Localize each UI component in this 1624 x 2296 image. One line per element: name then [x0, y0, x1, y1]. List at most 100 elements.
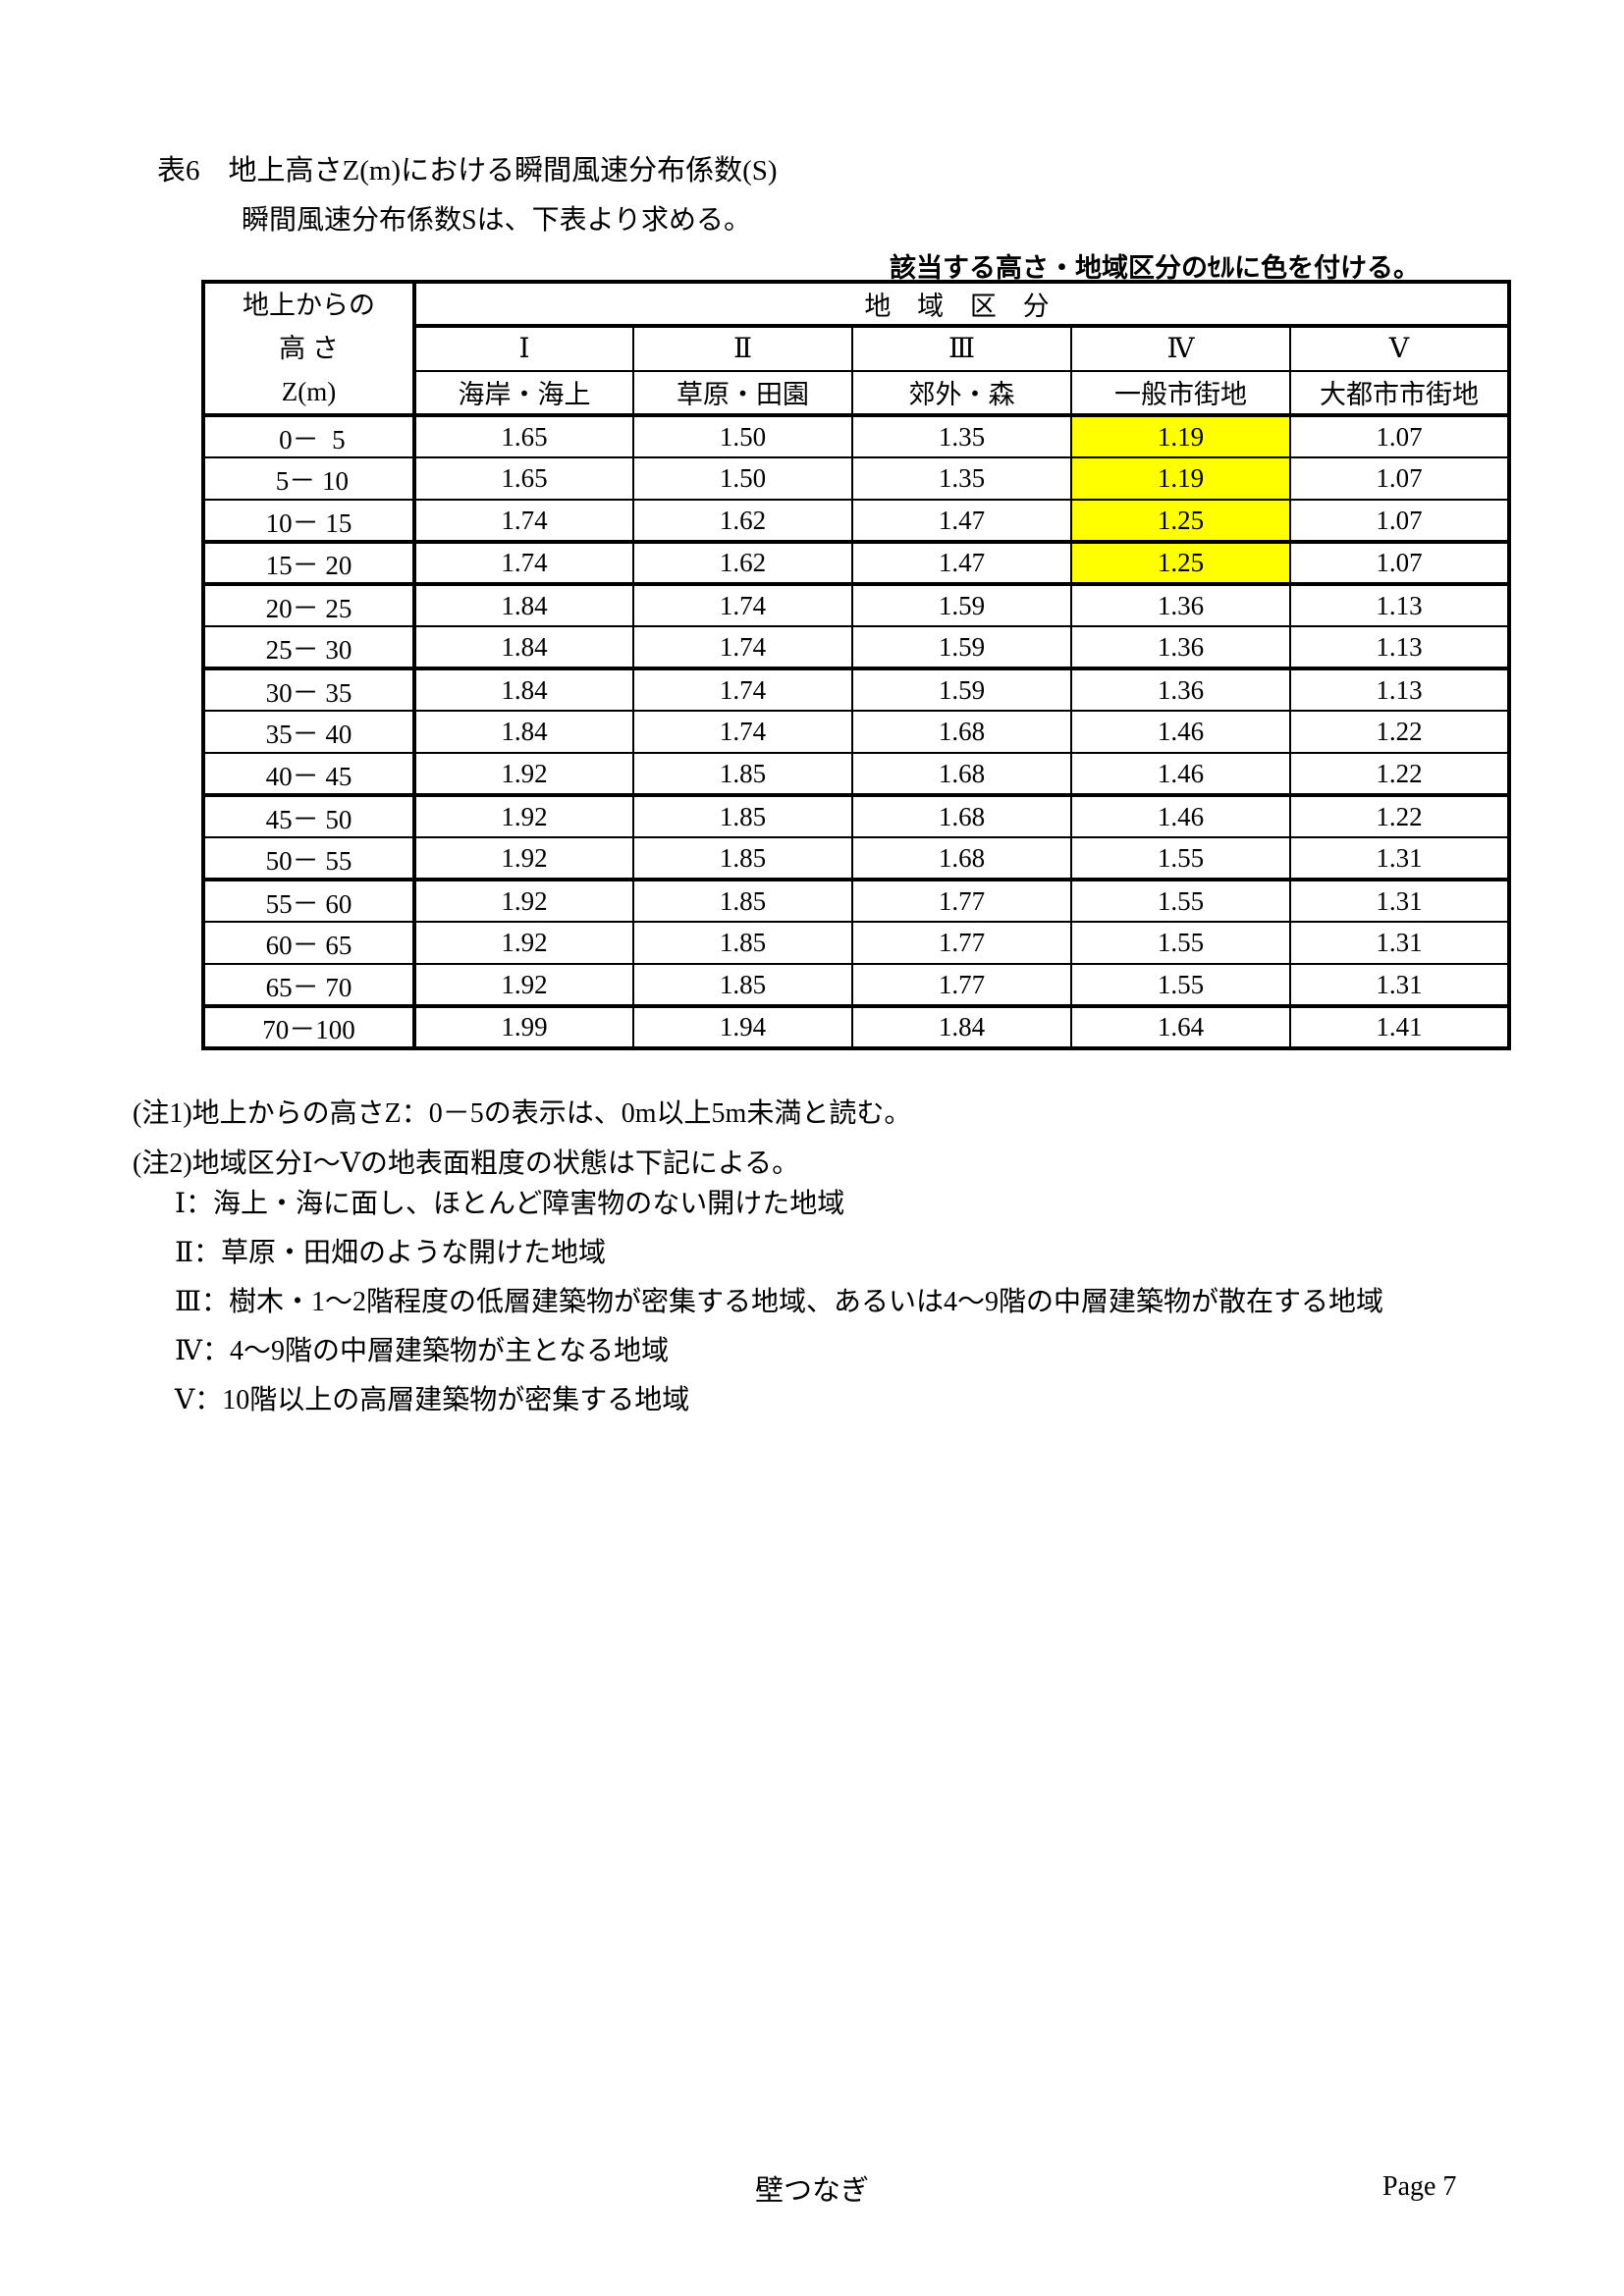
footer-doc-title: 壁つなぎ — [754, 2175, 869, 2207]
value-cell: 1.31 — [1288, 963, 1511, 1008]
region-definition-item: Ⅲ：樹木・1～2階程度の低層建築物が密集する地域、あるいは4～9階の中層建築物が… — [175, 1287, 1384, 1317]
value-cell: 1.59 — [851, 667, 1072, 712]
row-height-cell: 20－ 25 — [202, 583, 416, 627]
table-header: 地上からの高 さ Z(m) 地 域 区 分 Ⅰ Ⅱ Ⅲ Ⅳ Ⅴ 海岸・海上 草原・田園 郊外・森 一般… — [202, 280, 1511, 418]
column-name: 一般市街地 — [1070, 369, 1291, 418]
row-height-cell: 40－ 45 — [202, 752, 416, 797]
table-row: 60－ 65 1.92 1.85 1.77 1.55 1.31 — [202, 921, 1511, 965]
table-row: 15－ 20 1.74 1.62 1.47 1.25 1.07 — [202, 541, 1511, 586]
column-numeral: Ⅴ — [1288, 325, 1511, 372]
value-cell: 1.77 — [851, 963, 1072, 1008]
highlighted-value-cell: 1.25 — [1070, 499, 1291, 544]
wind-speed-coefficient-table: 地上からの高 さ Z(m) 地 域 区 分 Ⅰ Ⅱ Ⅲ Ⅳ Ⅴ 海岸・海上 草原・田園 郊外・森 一般… — [201, 280, 1512, 1050]
subtitle: 瞬間風速分布係数Sは、下表より求める。 — [242, 205, 752, 236]
table-body: 0－ 5 1.65 1.50 1.35 1.19 1.07 5－ 10 1.65 1.50 1.… — [202, 414, 1511, 1049]
value-cell: 1.35 — [851, 456, 1072, 501]
value-cell: 1.68 — [851, 752, 1072, 797]
column-numeral: Ⅲ — [851, 325, 1072, 372]
region-definition-item: Ⅱ：草原・田畑のような開けた地域 — [175, 1238, 607, 1268]
value-cell: 1.50 — [632, 414, 853, 458]
value-cell: 1.07 — [1288, 541, 1511, 586]
row-height-cell: 30－ 35 — [202, 667, 416, 712]
value-cell: 1.35 — [851, 414, 1072, 458]
value-cell: 1.74 — [632, 667, 853, 712]
value-cell: 1.92 — [413, 879, 634, 923]
value-cell: 1.31 — [1288, 921, 1511, 965]
row-height-cell: 35－ 40 — [202, 710, 416, 754]
value-cell: 1.84 — [413, 667, 634, 712]
value-cell: 1.74 — [632, 710, 853, 754]
value-cell: 1.22 — [1288, 710, 1511, 754]
value-cell: 1.65 — [413, 414, 634, 458]
note-1: (注1)地上からの高さZ：0－5の表示は、0m以上5m未満と読む。 — [133, 1098, 912, 1129]
corner-header-line: 地上からの — [243, 291, 375, 320]
table-row: 40－ 45 1.92 1.85 1.68 1.46 1.22 — [202, 752, 1511, 797]
header-row-group: 地上からの高 さ Z(m) 地 域 区 分 — [202, 280, 1511, 417]
row-height-cell: 0－ 5 — [202, 414, 416, 458]
row-height-cell: 70－100 — [202, 1005, 416, 1049]
region-definition-item: Ⅳ：4～9階の中層建築物が主となる地域 — [175, 1336, 670, 1366]
table-row: 45－ 50 1.92 1.85 1.68 1.46 1.22 — [202, 794, 1511, 838]
column-numeral: Ⅳ — [1070, 325, 1291, 372]
value-cell: 1.74 — [632, 583, 853, 627]
value-cell: 1.74 — [632, 625, 853, 670]
value-cell: 1.68 — [851, 710, 1072, 754]
value-cell: 1.84 — [851, 1005, 1072, 1049]
value-cell: 1.59 — [851, 625, 1072, 670]
row-height-cell: 65－ 70 — [202, 963, 416, 1008]
value-cell: 1.85 — [632, 963, 853, 1008]
note-2: (注2)地域区分Ⅰ～Ⅴの地表面粗度の状態は下記による。 — [133, 1148, 800, 1179]
value-cell: 1.36 — [1070, 667, 1291, 712]
value-cell: 1.68 — [851, 794, 1072, 838]
row-height-cell: 5－ 10 — [202, 456, 416, 501]
highlight-instruction: 該当する高さ・地域区分のｾﾙに色を付ける。 — [890, 253, 1420, 283]
value-cell: 1.84 — [413, 625, 634, 670]
highlighted-value-cell: 1.19 — [1070, 414, 1291, 458]
value-cell: 1.13 — [1288, 667, 1511, 712]
footer-page-number: Page 7 — [1382, 2171, 1457, 2202]
column-name: 草原・田園 — [632, 369, 853, 418]
highlighted-value-cell: 1.19 — [1070, 456, 1291, 501]
value-cell: 1.55 — [1070, 836, 1291, 881]
value-cell: 1.36 — [1070, 625, 1291, 670]
value-cell: 1.92 — [413, 752, 634, 797]
value-cell: 1.77 — [851, 921, 1072, 965]
value-cell: 1.85 — [632, 794, 853, 838]
region-definition-item: Ⅴ：10階以上の高層建築物が密集する地域 — [175, 1385, 690, 1415]
value-cell: 1.77 — [851, 879, 1072, 923]
value-cell: 1.07 — [1288, 456, 1511, 501]
value-cell: 1.36 — [1070, 583, 1291, 627]
value-cell: 1.84 — [413, 710, 634, 754]
value-cell: 1.59 — [851, 583, 1072, 627]
table-row: 5－ 10 1.65 1.50 1.35 1.19 1.07 — [202, 456, 1511, 501]
value-cell: 1.07 — [1288, 499, 1511, 544]
table-row: 25－ 30 1.84 1.74 1.59 1.36 1.13 — [202, 625, 1511, 670]
value-cell: 1.31 — [1288, 879, 1511, 923]
table-row: 55－ 60 1.92 1.85 1.77 1.55 1.31 — [202, 879, 1511, 923]
table-row: 30－ 35 1.84 1.74 1.59 1.36 1.13 — [202, 667, 1511, 712]
row-height-cell: 55－ 60 — [202, 879, 416, 923]
value-cell: 1.22 — [1288, 794, 1511, 838]
value-cell: 1.84 — [413, 583, 634, 627]
corner-header-line: Z(m) — [281, 377, 337, 406]
value-cell: 1.41 — [1288, 1005, 1511, 1049]
value-cell: 1.47 — [851, 541, 1072, 586]
value-cell: 1.50 — [632, 456, 853, 501]
row-height-cell: 15－ 20 — [202, 541, 416, 586]
region-definition-item: Ⅰ：海上・海に面し、ほとんど障害物のない開けた地域 — [175, 1189, 845, 1219]
table-row: 20－ 25 1.84 1.74 1.59 1.36 1.13 — [202, 583, 1511, 627]
value-cell: 1.55 — [1070, 879, 1291, 923]
table-row: 35－ 40 1.84 1.74 1.68 1.46 1.22 — [202, 710, 1511, 754]
value-cell: 1.92 — [413, 794, 634, 838]
value-cell: 1.46 — [1070, 794, 1291, 838]
value-cell: 1.64 — [1070, 1005, 1291, 1049]
region-definition-list: Ⅰ：海上・海に面し、ほとんど障害物のない開けた地域 Ⅱ：草原・田畑のような開けた地… — [175, 1180, 1383, 1425]
value-cell: 1.13 — [1288, 583, 1511, 627]
value-cell: 1.92 — [413, 836, 634, 881]
value-cell: 1.47 — [851, 499, 1072, 544]
value-cell: 1.62 — [632, 499, 853, 544]
value-cell: 1.92 — [413, 963, 634, 1008]
value-cell: 1.85 — [632, 836, 853, 881]
table-row: 70－100 1.99 1.94 1.84 1.64 1.41 — [202, 1005, 1511, 1049]
